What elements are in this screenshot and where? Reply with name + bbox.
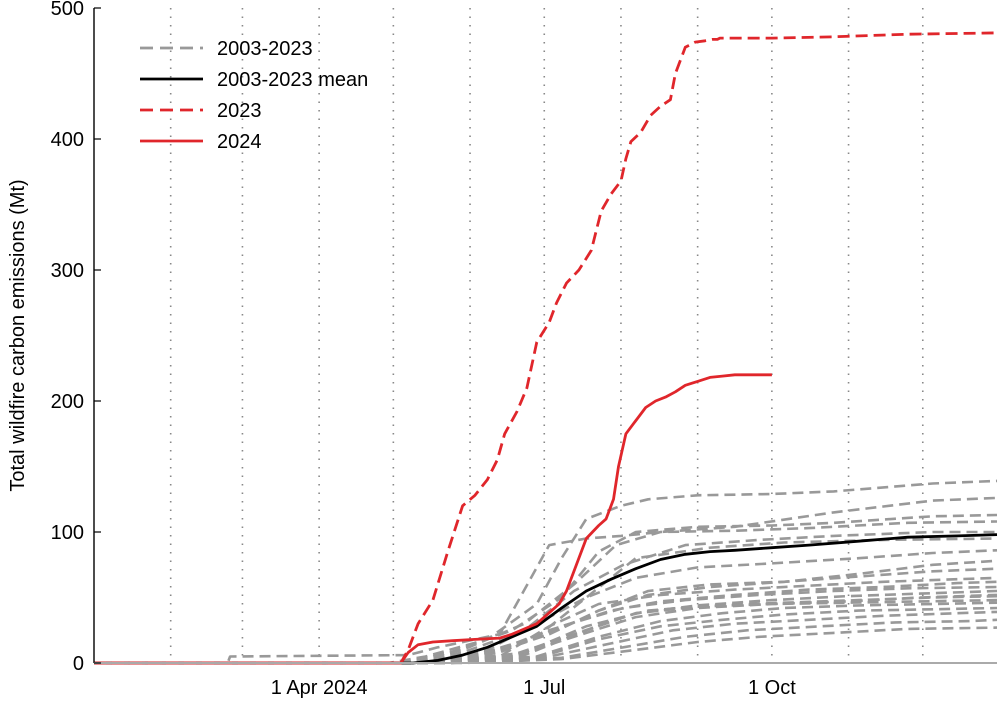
y-tick-label: 200 <box>51 391 84 413</box>
legend-label: 2024 <box>217 131 262 153</box>
series-line-2023 <box>94 31 998 665</box>
x-axis-ticks: 1 Apr 2024 1 Jul 1 Oct <box>271 677 796 699</box>
y-axis-label: Total wildfire carbon emissions (Mt) <box>7 179 29 491</box>
series-line-2003-2023 <box>94 585 998 665</box>
y-tick-label: 0 <box>73 653 84 675</box>
legend-label: 2023 <box>217 100 262 122</box>
vertical-gridlines <box>169 8 924 663</box>
legend-label: 2003-2023 <box>217 38 313 60</box>
series-line-2003-2023 <box>94 598 998 665</box>
y-tick-label: 100 <box>51 522 84 544</box>
y-tick-label: 400 <box>51 129 84 151</box>
series-line-2003-2023 <box>94 594 998 665</box>
series-line-2003-2023 <box>94 580 998 665</box>
series-line-2003-2023 <box>94 567 998 665</box>
series-line-2003-2023 <box>94 479 998 665</box>
axes <box>93 8 997 664</box>
x-tick-label: 1 Oct <box>748 677 796 699</box>
series-line-2003-2023 <box>94 626 998 665</box>
x-tick-label: 1 Jul <box>523 677 565 699</box>
series-lines <box>94 31 998 665</box>
series-line-2003-2023 <box>94 549 998 665</box>
y-tick-label: 300 <box>51 260 84 282</box>
legend-label: 2003-2023 mean <box>217 69 368 91</box>
series-line-2003-2023 <box>94 530 997 665</box>
series-line-2024 <box>94 373 772 665</box>
legend: 2003-2023 2003-2023 mean 2023 2024 <box>140 38 368 153</box>
series-line-2003-2023 <box>94 496 998 665</box>
x-tick-label: 1 Apr 2024 <box>271 677 368 699</box>
series-line-2003-2023 <box>94 610 998 665</box>
y-axis-ticks: 0 100 200 300 400 500 <box>51 0 101 675</box>
series-line-2003-2023 <box>94 559 998 665</box>
series-line-2003-2023 <box>94 520 998 665</box>
series-line-2003-2023-mean <box>94 533 998 665</box>
series-line-2003-2023 <box>94 513 998 665</box>
y-tick-label: 500 <box>51 0 84 20</box>
